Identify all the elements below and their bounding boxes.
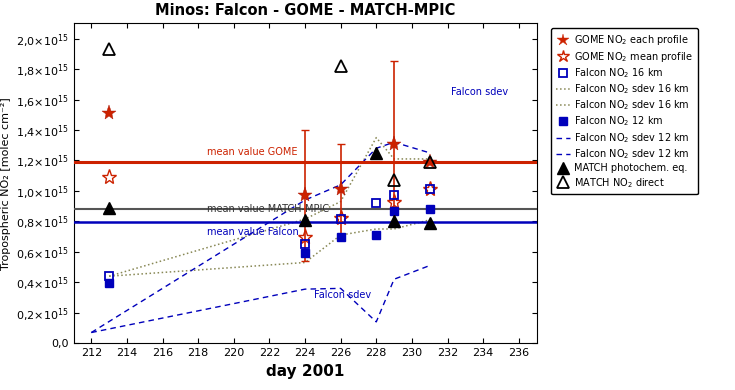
Text: Falcon sdev: Falcon sdev bbox=[314, 289, 371, 300]
Text: Falcon sdev: Falcon sdev bbox=[451, 87, 508, 97]
Y-axis label: Tropospheric NO₂ [molec cm⁻²]: Tropospheric NO₂ [molec cm⁻²] bbox=[1, 97, 10, 269]
Title: Minos: Falcon - GOME - MATCH-MPIC: Minos: Falcon - GOME - MATCH-MPIC bbox=[155, 3, 455, 18]
Text: mean value Falcon: mean value Falcon bbox=[207, 227, 299, 238]
Legend: GOME NO$_2$ each profile, GOME NO$_2$ mean profile, Falcon NO$_2$ 16 km, Falcon : GOME NO$_2$ each profile, GOME NO$_2$ me… bbox=[551, 28, 698, 195]
X-axis label: day 2001: day 2001 bbox=[266, 363, 344, 379]
Text: mean value GOME: mean value GOME bbox=[207, 147, 298, 157]
Text: mean value MATCH-MPIC: mean value MATCH-MPIC bbox=[207, 204, 329, 214]
